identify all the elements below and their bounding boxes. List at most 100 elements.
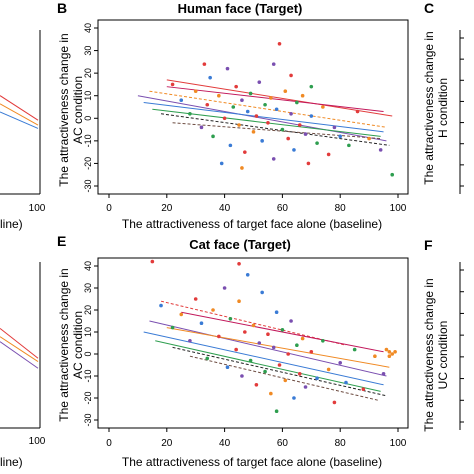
panel-b-ytick-label-2: -10 <box>83 134 93 147</box>
panel-b-point-26 <box>271 157 276 161</box>
right-bottom-ylabel-line2: UC condition <box>436 321 450 390</box>
lp-top-regression-line-2 <box>0 111 39 129</box>
panel-b-title: Human face (Target) <box>178 1 303 16</box>
panel-b-point-53 <box>289 73 293 78</box>
right-bottom-ylabel-line1: The attractiveness change in <box>422 278 436 431</box>
panel-letter-e: E <box>57 233 66 249</box>
right-top-partial-axis <box>459 30 464 194</box>
panel-e-cat-face: Cat face (Target) The attractiveness cha… <box>57 237 409 469</box>
panel-e-point-22 <box>260 290 264 295</box>
panel-e-xtick-label-4: 80 <box>335 438 347 449</box>
lp-bot-regression-line-0 <box>0 328 39 359</box>
panel-e-regression-line-1 <box>149 320 387 377</box>
panel-b-point-30 <box>283 89 288 93</box>
panel-e-point-43 <box>338 361 343 365</box>
panel-b-point-19 <box>251 130 256 134</box>
panel-b-human-face: Human face (Target) The attractiveness c… <box>57 1 409 231</box>
panel-e-point-23 <box>263 369 267 374</box>
lp-bot-regression-line-1 <box>0 336 39 363</box>
panel-b-xtick-label-5: 100 <box>390 203 407 214</box>
panel-e-point-13 <box>234 347 238 352</box>
panel-b-ytick-label-3: 0 <box>83 116 93 121</box>
panel-b-point-32 <box>289 111 293 116</box>
panel-letter-f: F <box>424 237 433 253</box>
panel-e-point-53 <box>387 354 392 359</box>
panel-b-point-28 <box>277 42 282 46</box>
panel-b-point-29 <box>280 127 285 132</box>
panel-e-ytick-label-2: -10 <box>83 369 93 382</box>
panel-e-point-25 <box>269 391 273 396</box>
panel-e-point-3 <box>179 312 184 317</box>
panel-e-point-40 <box>321 339 325 343</box>
panel-letter-c: C <box>424 0 434 16</box>
panel-e-regression-line-7 <box>189 355 378 401</box>
right-top-partial-panel: The attractiveness change in H condition <box>422 30 464 194</box>
panel-b-point-13 <box>234 84 238 89</box>
panel-e-point-18 <box>248 358 253 363</box>
panel-e-point-51 <box>384 347 389 352</box>
right-bottom-partial-panel: The attractiveness change in UC conditio… <box>422 262 464 432</box>
panel-e-point-37 <box>303 385 308 389</box>
panel-e-ytick-label-5: 20 <box>83 305 93 315</box>
panel-e-ytick-label-0: -30 <box>83 413 93 426</box>
panel-e-point-17 <box>245 273 250 277</box>
panel-e-point-10 <box>222 286 227 290</box>
panel-e-point-21 <box>257 341 262 345</box>
panel-b-point-12 <box>231 105 236 109</box>
panel-e-point-6 <box>199 321 204 326</box>
panel-e-point-2 <box>170 325 175 330</box>
panel-b-point-40 <box>315 141 319 145</box>
panel-e-point-48 <box>381 372 386 376</box>
panel-e-point-4 <box>188 339 192 343</box>
panel-e-point-28 <box>277 363 282 367</box>
panel-e-point-47 <box>373 354 377 359</box>
panel-e-xtick-label-3: 60 <box>277 438 289 449</box>
panel-b-ytick-label-5: 20 <box>83 68 93 78</box>
panel-b-point-1 <box>179 98 184 103</box>
panel-b-ytick-label-4: 10 <box>83 91 93 101</box>
panel-e-point-32 <box>289 319 293 323</box>
panel-e-ytick-label-3: 0 <box>83 351 93 356</box>
panel-e-ytick-label-7: 40 <box>83 261 93 271</box>
panel-e-point-14 <box>237 299 241 304</box>
panel-b-point-39 <box>309 114 314 118</box>
panel-e-point-54 <box>237 262 241 266</box>
panel-e-point-36 <box>300 336 305 341</box>
panel-e-point-1 <box>159 303 163 308</box>
panel-e-point-12 <box>228 317 233 321</box>
panel-b-point-2 <box>188 111 192 116</box>
panel-b-point-24 <box>266 121 270 125</box>
panel-e-xtick-label-1: 20 <box>161 438 173 449</box>
left-top-partial-panel: 100 line) <box>0 30 46 231</box>
panel-b-regression-line-5 <box>160 113 390 146</box>
panel-e-point-11 <box>225 365 230 370</box>
panel-e-regression-line-3 <box>155 340 381 392</box>
panel-e-ylabel-line2: AC condition <box>71 311 85 379</box>
left-top-tick-100: 100 <box>29 203 46 214</box>
panel-e-point-52 <box>393 350 397 354</box>
panel-b-point-51 <box>219 161 224 166</box>
panel-e-point-46 <box>361 387 366 392</box>
panel-e-ytick-label-1: -20 <box>83 391 93 404</box>
right-top-ylabel-line1: The attractiveness change in <box>422 31 436 184</box>
panel-b-point-47 <box>367 136 371 141</box>
panel-e-point-7 <box>205 356 210 361</box>
panel-b-xlabel: The attractiveness of target face alone … <box>122 217 382 231</box>
right-bottom-partial-axis <box>459 262 464 430</box>
panel-e-point-16 <box>243 330 247 334</box>
panel-e-point-33 <box>292 396 296 400</box>
panel-b-xtick-label-2: 40 <box>219 203 231 214</box>
panel-e-point-35 <box>297 372 302 376</box>
panel-b-point-5 <box>205 102 210 107</box>
panel-e-point-55 <box>274 409 279 414</box>
panel-b-point-9 <box>222 116 227 121</box>
panel-e-point-38 <box>309 350 314 354</box>
panel-b-point-21 <box>257 80 262 84</box>
panel-b-point-8 <box>217 93 221 98</box>
panel-e-point-41 <box>326 367 331 372</box>
panel-e-point-19 <box>251 323 256 328</box>
panel-b-point-18 <box>248 91 253 96</box>
panel-b-ytick-label-0: -30 <box>83 179 93 192</box>
panel-e-point-5 <box>193 297 198 301</box>
panel-e-point-15 <box>240 374 244 378</box>
